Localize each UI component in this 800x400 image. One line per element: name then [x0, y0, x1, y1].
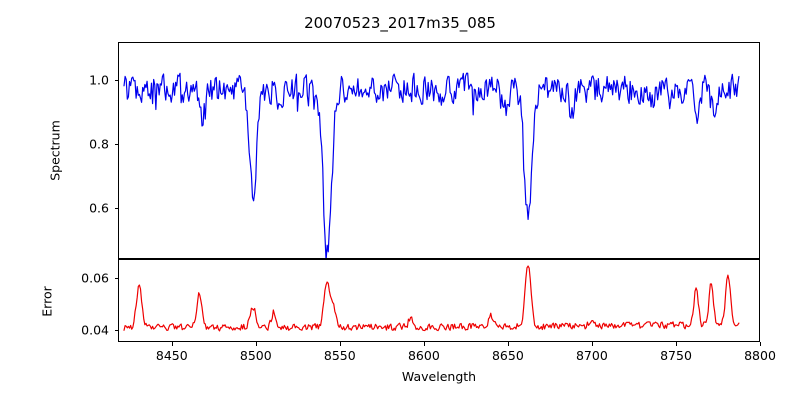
spectrum-y-tick-mark — [114, 207, 118, 209]
x-tick-label: 8650 — [491, 348, 524, 363]
x-tick-label: 8700 — [575, 348, 608, 363]
error-y-tick-mark — [114, 330, 118, 332]
spectrum-y-tick-mark — [114, 144, 118, 146]
error-plot-area — [118, 259, 760, 342]
x-tick-mark — [591, 342, 593, 346]
spectrum-y-tick-label: 0.8 — [89, 136, 109, 152]
figure-title: 20070523_2017m35_085 — [304, 14, 496, 32]
x-tick-mark — [171, 342, 173, 346]
x-tick-label: 8500 — [239, 348, 272, 363]
spectrum-line-series — [123, 72, 740, 258]
x-tick-label: 8450 — [155, 348, 188, 363]
x-tick-mark — [339, 342, 341, 346]
x-tick-mark — [255, 342, 257, 346]
x-tick-mark — [423, 342, 425, 346]
error-line-series — [123, 265, 740, 332]
spectrum-y-tick-label: 1.0 — [89, 72, 109, 88]
x-tick-label: 8550 — [323, 348, 356, 363]
x-tick-label: 8750 — [660, 348, 692, 363]
x-tick-label: 8800 — [744, 348, 776, 363]
spectrum-plot-area — [118, 42, 760, 259]
spectrum-y-tick-label: 0.6 — [89, 200, 109, 216]
x-tick-mark — [676, 342, 678, 346]
x-tick-mark — [760, 342, 762, 346]
x-axis-label: Wavelength — [401, 369, 477, 384]
spectrum-y-axis-label: Spectrum — [47, 120, 63, 181]
spectrum-y-tick-mark — [114, 80, 118, 82]
error-y-tick-mark — [114, 277, 118, 279]
error-y-tick-label: 0.04 — [81, 322, 109, 338]
error-y-tick-label: 0.06 — [81, 270, 109, 286]
x-tick-label: 8600 — [407, 348, 440, 363]
x-tick-mark — [507, 342, 509, 346]
error-y-axis-label: Error — [39, 286, 55, 317]
